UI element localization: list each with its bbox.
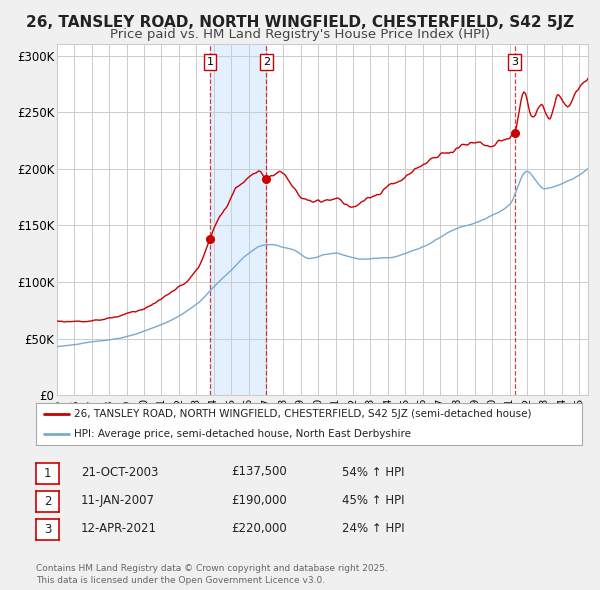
Text: 1: 1	[207, 57, 214, 67]
Text: Price paid vs. HM Land Registry's House Price Index (HPI): Price paid vs. HM Land Registry's House …	[110, 28, 490, 41]
Text: Contains HM Land Registry data © Crown copyright and database right 2025.
This d: Contains HM Land Registry data © Crown c…	[36, 564, 388, 585]
Text: 11-JAN-2007: 11-JAN-2007	[81, 494, 155, 507]
Bar	[210, 44, 266, 395]
Text: 54% ↑ HPI: 54% ↑ HPI	[342, 466, 404, 478]
Text: 45% ↑ HPI: 45% ↑ HPI	[342, 494, 404, 507]
Text: 24% ↑ HPI: 24% ↑ HPI	[342, 522, 404, 535]
Text: £137,500: £137,500	[231, 466, 287, 478]
Text: HPI: Average price, semi-detached house, North East Derbyshire: HPI: Average price, semi-detached house,…	[74, 429, 411, 439]
Text: 21-OCT-2003: 21-OCT-2003	[81, 466, 158, 478]
Text: 3: 3	[44, 523, 51, 536]
Text: 12-APR-2021: 12-APR-2021	[81, 522, 157, 535]
Text: £190,000: £190,000	[231, 494, 287, 507]
Text: 26, TANSLEY ROAD, NORTH WINGFIELD, CHESTERFIELD, S42 5JZ (semi-detached house): 26, TANSLEY ROAD, NORTH WINGFIELD, CHEST…	[74, 409, 532, 419]
Text: £220,000: £220,000	[231, 522, 287, 535]
Text: 2: 2	[263, 57, 270, 67]
Text: 2: 2	[44, 495, 51, 508]
Text: 26, TANSLEY ROAD, NORTH WINGFIELD, CHESTERFIELD, S42 5JZ: 26, TANSLEY ROAD, NORTH WINGFIELD, CHEST…	[26, 15, 574, 30]
Text: 3: 3	[511, 57, 518, 67]
Text: 1: 1	[44, 467, 51, 480]
